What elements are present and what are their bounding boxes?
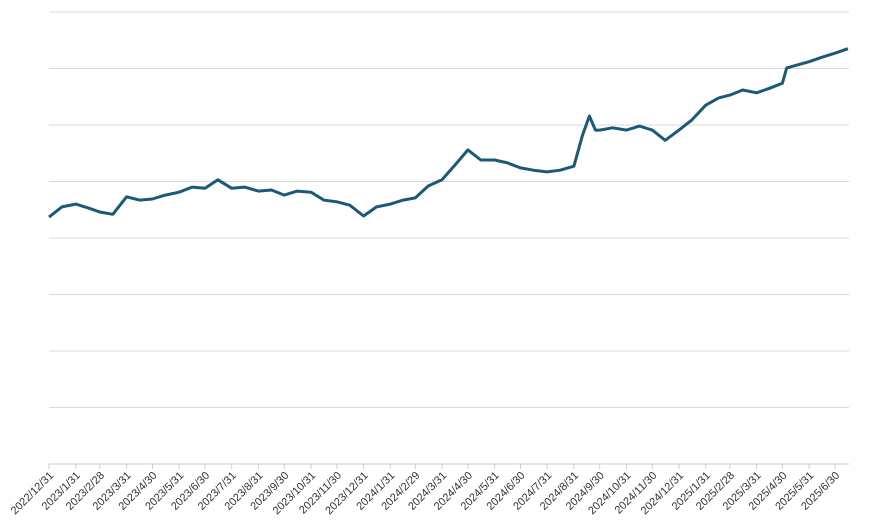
line bbox=[48, 47, 849, 219]
